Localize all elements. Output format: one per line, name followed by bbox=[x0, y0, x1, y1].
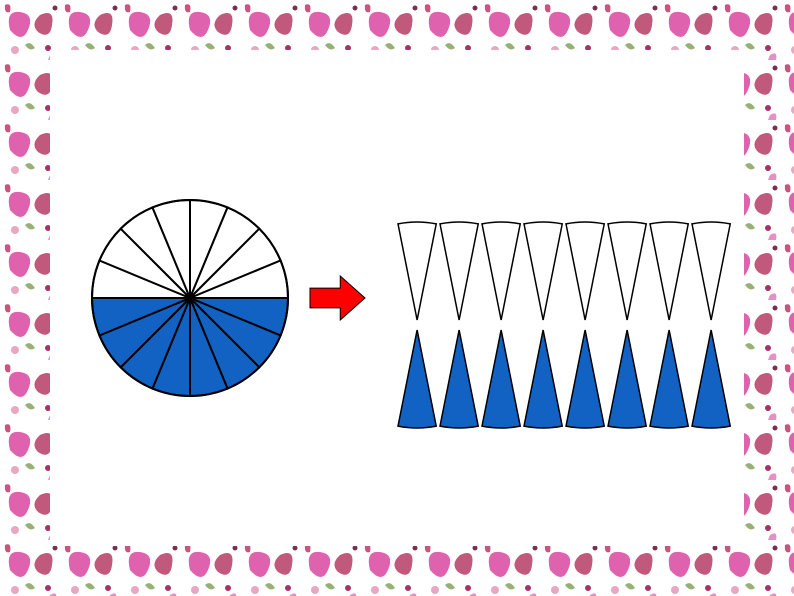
upper-sector bbox=[608, 222, 646, 320]
arrow-shape bbox=[310, 276, 365, 320]
upper-sector bbox=[440, 222, 478, 320]
lower-sector-row bbox=[398, 330, 730, 428]
lower-sector bbox=[440, 330, 478, 428]
upper-sector bbox=[524, 222, 562, 320]
lower-sector bbox=[566, 330, 604, 428]
lower-sector bbox=[608, 330, 646, 428]
lower-sector bbox=[524, 330, 562, 428]
arrow bbox=[310, 276, 365, 320]
upper-sector bbox=[482, 222, 520, 320]
upper-sector-row bbox=[398, 222, 730, 320]
lower-sector bbox=[398, 330, 436, 428]
lower-sector bbox=[692, 330, 730, 428]
upper-sector bbox=[692, 222, 730, 320]
lower-sector bbox=[650, 330, 688, 428]
upper-sector bbox=[398, 222, 436, 320]
lower-sector bbox=[482, 330, 520, 428]
pie-circle bbox=[92, 200, 288, 396]
upper-sector bbox=[566, 222, 604, 320]
upper-sector bbox=[650, 222, 688, 320]
diagram bbox=[0, 0, 794, 596]
